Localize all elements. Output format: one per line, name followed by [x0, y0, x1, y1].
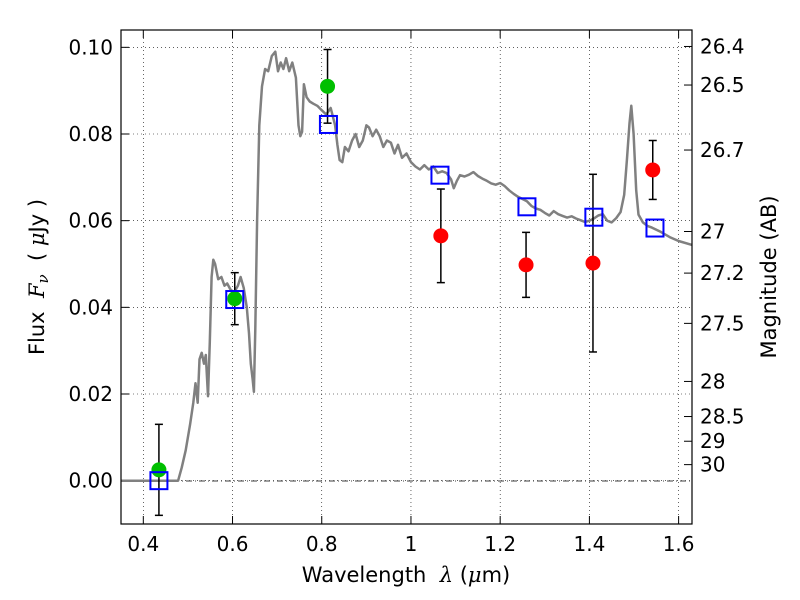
- y-axis-label: Flux Fν ( μJy ): [25, 199, 52, 355]
- y-tick-label: 0.04: [68, 295, 113, 319]
- x-axis-label-pre: Wavelength: [302, 563, 440, 587]
- model-flux-square: [517, 197, 537, 217]
- plot-frame: [120, 29, 693, 525]
- y-axis-label-mu: μ: [25, 232, 49, 246]
- model-flux-square: [225, 290, 245, 310]
- y2-tick-label: 26.7: [700, 138, 745, 162]
- observed-flux-point: [151, 462, 167, 478]
- x-tick-label: 0.6: [217, 532, 249, 556]
- observed-flux-point: [433, 228, 449, 244]
- y-axis-label-symbol: F: [25, 282, 49, 299]
- y2-tick-label: 28.5: [700, 405, 745, 429]
- y2-tick-label: 29: [700, 429, 725, 453]
- x-tick-label: 1.6: [663, 532, 695, 556]
- y-tick-label: 0.10: [68, 35, 113, 59]
- model-flux-square: [318, 114, 338, 134]
- observed-flux-point: [518, 257, 534, 273]
- model-flux-square: [584, 207, 604, 227]
- x-axis-label: Wavelength λ (μm): [302, 563, 510, 587]
- grid-lines: [121, 30, 692, 524]
- x-tick-label: 0.4: [127, 532, 159, 556]
- observed-flux-point: [227, 291, 243, 307]
- model-flux-square: [430, 165, 450, 185]
- x-axis-label-post: (: [453, 563, 468, 587]
- x-axis-label-symbol: λ: [439, 563, 453, 587]
- plot-area: [121, 48, 693, 517]
- model-spectrum-line: [121, 50, 693, 482]
- y-tick-label: 0.06: [68, 209, 113, 233]
- y-axis-label-pre: Flux: [25, 298, 49, 355]
- x-tick-label: 1.4: [573, 532, 605, 556]
- y2-tick-label: 26.4: [700, 34, 745, 58]
- observed-flux-point: [585, 255, 601, 271]
- observed-flux-point: [320, 78, 336, 94]
- y-axis-label-post: Jy ): [25, 199, 49, 235]
- model-flux-square: [149, 471, 169, 491]
- x-tick-label: 0.8: [306, 532, 338, 556]
- x-axis-label-mu: μ: [468, 563, 482, 587]
- y-axis-label-sub: ν: [34, 274, 52, 283]
- y2-axis-label: Magnitude (AB): [757, 195, 781, 358]
- y2-tick-label: 27.5: [700, 311, 745, 335]
- y2-tick-label: 28: [700, 369, 725, 393]
- y-tick-label: 0.08: [68, 122, 113, 146]
- y2-tick-label: 27: [700, 220, 725, 244]
- x-axis-label-unit: m): [482, 563, 511, 587]
- y-tick-label: 0.02: [68, 382, 113, 406]
- x-tick-label: 1.2: [484, 532, 516, 556]
- y-axis-label-mid: (: [25, 246, 49, 274]
- y-tick-label: 0.00: [68, 469, 113, 493]
- model-flux-square: [645, 218, 665, 238]
- tick-labels: 0.4 0.6 0.8 1 1.2 1.4 1.6 0.00 0.02 0.04 0.06 0.08 0…: [68, 34, 744, 556]
- observed-flux-point: [645, 162, 661, 178]
- y2-tick-label: 26.5: [700, 73, 745, 97]
- axis-ticks: [121, 30, 692, 524]
- y2-tick-label: 30: [700, 453, 725, 477]
- y2-tick-label: 27.2: [700, 261, 745, 285]
- x-tick-label: 1: [405, 532, 418, 556]
